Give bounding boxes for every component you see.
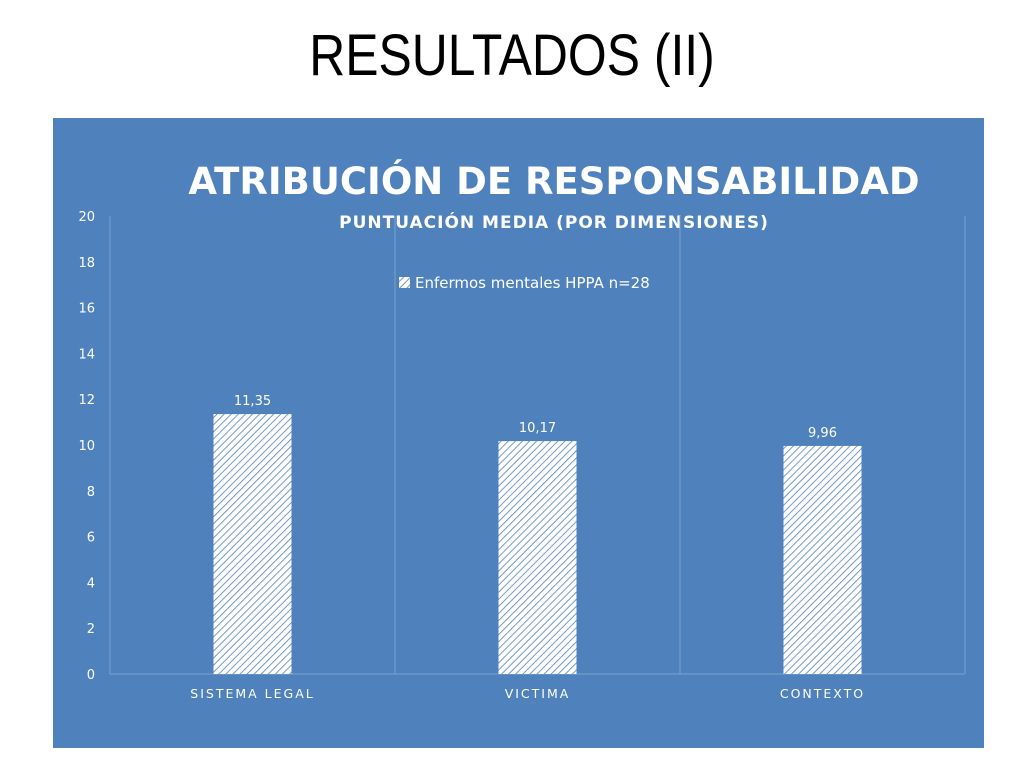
legend-label: Enfermos mentales HPPA n=28 [415,274,650,292]
y-tick-label: 14 [78,347,95,362]
bar-chart: ATRIBUCIÓN DE RESPONSABILIDAD PUNTUACIÓN… [78,159,966,701]
y-tick-label: 0 [87,668,95,683]
legend: Enfermos mentales HPPA n=28 [399,274,650,292]
y-axis: 0 2 4 6 8 10 12 14 16 18 20 [78,210,95,683]
x-axis: SISTEMA LEGAL VICTIMA CONTEXTO [190,686,865,701]
y-tick-label: 12 [78,393,95,408]
chart-subtitle: PUNTUACIÓN MEDIA (POR DIMENSIONES) [339,211,769,233]
y-tick-label: 8 [87,485,95,500]
data-labels: 11,35 10,17 9,96 [234,394,837,441]
chart-title: ATRIBUCIÓN DE RESPONSABILIDAD [188,159,919,203]
bar [213,414,292,674]
y-tick-label: 4 [87,576,95,591]
y-tick-label: 20 [78,210,95,225]
slide-title: RESULTADOS (II) [309,23,715,88]
legend-swatch [399,277,410,288]
bar [498,441,577,674]
chart-panel: ATRIBUCIÓN DE RESPONSABILIDAD PUNTUACIÓN… [53,118,984,748]
bars [213,414,862,674]
x-tick-label: CONTEXTO [780,686,865,701]
x-tick-label: SISTEMA LEGAL [190,686,314,701]
data-label: 9,96 [808,426,837,441]
y-tick-label: 2 [87,622,95,637]
y-tick-label: 18 [78,256,95,271]
data-label: 11,35 [234,394,271,409]
y-tick-label: 10 [78,439,95,454]
data-label: 10,17 [519,421,556,436]
y-tick-label: 6 [87,531,95,546]
x-tick-label: VICTIMA [505,686,571,701]
y-tick-label: 16 [78,302,95,317]
bar [783,445,862,674]
